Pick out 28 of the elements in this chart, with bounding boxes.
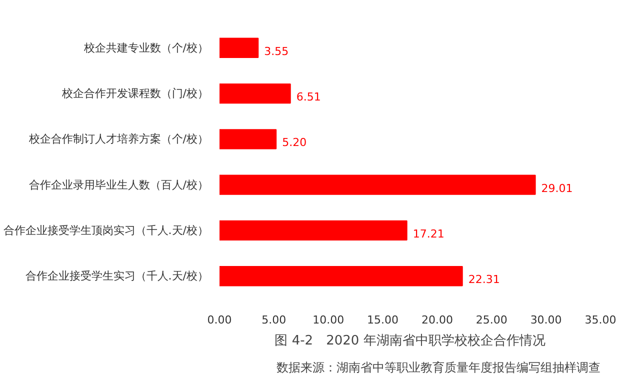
x-tick-label: 35.00 xyxy=(584,314,616,326)
text: 图 4-2 2020 年湖南省中职学校校企合作情况 xyxy=(274,334,546,348)
x-tick-label: 30.00 xyxy=(530,314,562,326)
x-tick-label: 0.00 xyxy=(207,314,232,326)
source-note: 数据来源：湖南省中等职业教育质量年度报告编写组抽样调查 xyxy=(276,360,600,374)
data-label: 17.21 xyxy=(412,227,444,240)
x-tick-label: 10.00 xyxy=(312,314,344,326)
bar xyxy=(220,220,408,241)
bar xyxy=(220,129,277,150)
data-label: 29.01 xyxy=(541,182,573,195)
data-label: 3.55 xyxy=(264,44,289,58)
y-tick-label: 合作企业接受学生实习（千人.天/校） xyxy=(25,270,208,283)
bar xyxy=(220,174,536,195)
y-tick-label: 合作企业录用毕业生人数（百人/校） xyxy=(28,178,209,192)
bar xyxy=(220,38,259,58)
x-tick-label: 20.00 xyxy=(421,314,453,326)
x-tick-label: 5.00 xyxy=(262,314,286,326)
data-label: 22.31 xyxy=(468,273,500,286)
y-tick-label: 校企合作开发课程数（门/校） xyxy=(60,87,209,100)
y-tick-label: 校企合作制订人才培养方案（个/校） xyxy=(28,132,209,146)
data-label: 6.51 xyxy=(296,90,321,104)
x-tick-label: 15.00 xyxy=(367,314,399,326)
data-label: 5.20 xyxy=(282,136,307,150)
bar xyxy=(220,83,291,104)
bar xyxy=(220,266,463,286)
y-tick-label: 合作企业接受学生顶岗实习（千人.天/校） xyxy=(3,224,208,237)
x-tick-label: 25.00 xyxy=(476,314,508,326)
y-tick-label: 校企共建专业数（个/校） xyxy=(82,41,209,54)
